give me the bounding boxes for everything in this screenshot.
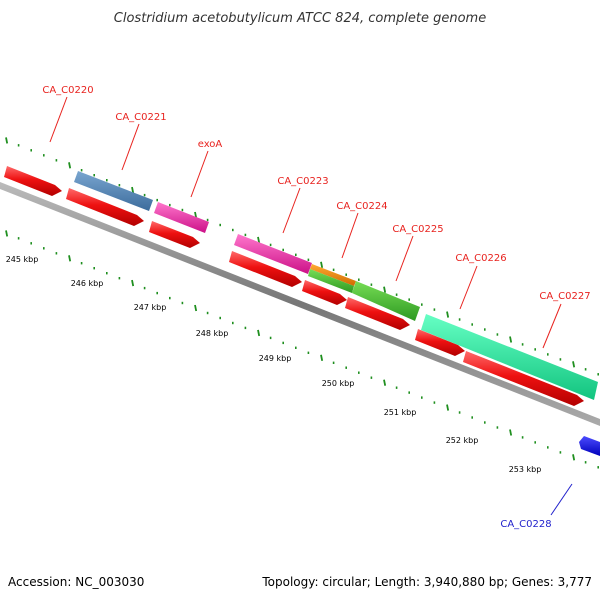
feature-bar-green (352, 281, 420, 321)
gene-label-ca-c0225: CA_C0225 (392, 224, 443, 235)
major-tick (5, 230, 9, 237)
accession-text: Accession: NC_003030 (8, 575, 144, 589)
major-tick (131, 279, 135, 287)
major-tick (383, 379, 387, 386)
ruler-label: 253 kbp (509, 465, 542, 474)
leader-line (49, 96, 68, 143)
gene-label-ca-c0223: CA_C0223 (277, 176, 328, 187)
cds-arrow (149, 221, 200, 248)
cds-arrow (302, 280, 347, 305)
major-tick (257, 236, 261, 244)
leader-line (459, 265, 478, 310)
cds-arrow (66, 188, 144, 226)
major-tick (446, 404, 450, 411)
major-tick (320, 354, 324, 361)
major-tick (257, 329, 261, 337)
upper-tick-track (5, 137, 600, 376)
leader-line (395, 235, 414, 282)
label-leaders (49, 96, 573, 516)
gene-label-ca-c0227: CA_C0227 (539, 291, 590, 302)
feature-track (4, 166, 600, 456)
leader-line (121, 123, 140, 171)
ruler-label: 249 kbp (259, 354, 292, 363)
ruler-label: 250 kbp (322, 379, 355, 388)
ruler-label: 251 kbp (384, 408, 417, 417)
gene-label-exoa: exoA (198, 139, 223, 150)
feature-bar-orange (310, 264, 356, 286)
major-tick (194, 304, 198, 312)
major-tick (68, 162, 72, 169)
feature-bar-mint (421, 314, 598, 400)
major-tick (5, 137, 9, 144)
cds-arrow (463, 351, 584, 406)
ruler-label: 248 kbp (196, 329, 229, 338)
gene-label-ca-c0228: CA_C0228 (500, 519, 551, 530)
ruler-label: 247 kbp (134, 303, 167, 312)
cds-arrow (229, 251, 302, 287)
map-title: Clostridium acetobutylicum ATCC 824, com… (114, 11, 486, 26)
gene-labels: CA_C0220 CA_C0221 exoA CA_C0223 CA_C0224… (42, 85, 590, 530)
major-tick (68, 255, 72, 262)
major-tick (320, 261, 324, 268)
feature-bar-pink (234, 234, 312, 274)
ruler-label: 252 kbp (446, 436, 479, 445)
gene-label-ca-c0221: CA_C0221 (115, 112, 166, 123)
topology-text: Topology: circular; Length: 3,940,880 bp… (261, 575, 592, 589)
major-tick (509, 336, 513, 343)
gene-label-ca-c0220: CA_C0220 (42, 85, 93, 96)
leader-line (190, 150, 209, 198)
major-tick (509, 429, 513, 436)
cds-arrow (4, 166, 62, 196)
leader-line (282, 187, 301, 234)
ruler-label: 246 kbp (71, 279, 104, 288)
ruler-labels: 245 kbp 246 kbp 247 kbp 248 kbp 249 kbp … (6, 255, 542, 474)
major-tick (446, 311, 450, 318)
cds-arrow-blue (579, 436, 600, 456)
cds-arrow (415, 329, 465, 356)
major-tick (383, 286, 387, 293)
lower-tick-track (5, 230, 600, 469)
leader-line (542, 303, 562, 349)
feature-bar-green (308, 269, 354, 293)
major-tick (572, 361, 576, 368)
backbone (0, 182, 600, 426)
leader-line (550, 483, 573, 516)
gene-label-ca-c0224: CA_C0224 (336, 201, 387, 212)
gene-label-ca-c0226: CA_C0226 (455, 253, 506, 264)
feature-bar-blue (74, 171, 153, 211)
major-tick (131, 186, 135, 194)
ruler-label: 245 kbp (6, 255, 39, 264)
cds-arrow (345, 297, 410, 330)
leader-line (341, 212, 359, 259)
major-tick (572, 454, 576, 461)
feature-bar-pink (154, 202, 209, 233)
